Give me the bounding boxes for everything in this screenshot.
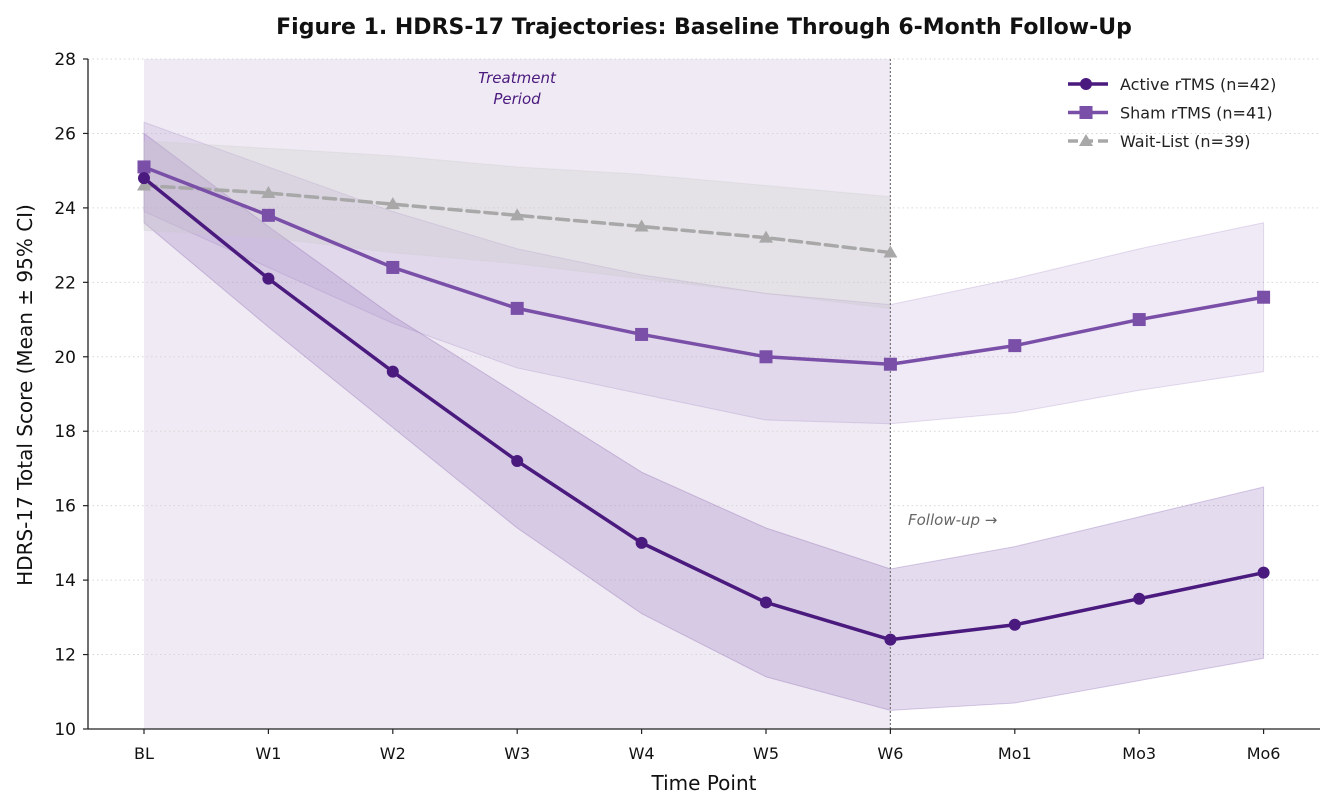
data-point bbox=[883, 245, 898, 258]
x-tick-label: Mo3 bbox=[1122, 744, 1156, 763]
x-tick-label: W3 bbox=[504, 744, 530, 763]
x-axis-label: Time Point bbox=[651, 771, 757, 795]
data-point bbox=[1008, 618, 1021, 631]
x-tick-label: W5 bbox=[753, 744, 779, 763]
x-tick-label: Mo1 bbox=[998, 744, 1032, 763]
data-point bbox=[760, 596, 772, 609]
data-point bbox=[883, 357, 897, 371]
data-point bbox=[1133, 592, 1146, 605]
data-point bbox=[386, 365, 399, 378]
ci-band-1 bbox=[143, 121, 1265, 425]
y-tick-label: 22 bbox=[54, 273, 76, 293]
data-point bbox=[511, 455, 524, 467]
data-point bbox=[261, 186, 276, 198]
data-point bbox=[510, 208, 525, 221]
plot-area: 10 12 14 16 18 20 22 24 26 28 BL W1 W2 W3 W4 W5 W6 Mo1 Mo3… bbox=[54, 50, 1320, 763]
data-point bbox=[1132, 313, 1146, 327]
y-tick-label: 20 bbox=[54, 348, 76, 368]
series-line-1 bbox=[142, 165, 1266, 366]
legend: Active rTMS (n=42) Sham rTMS (n=41) Wait-L… bbox=[1068, 75, 1276, 151]
legend-label: Sham rTMS (n=41) bbox=[1120, 104, 1273, 123]
data-point bbox=[262, 272, 275, 285]
data-point bbox=[1008, 339, 1022, 353]
legend-marker bbox=[1079, 134, 1093, 146]
treatment-period-region bbox=[144, 59, 891, 729]
x-tick-label: W2 bbox=[380, 744, 406, 763]
y-tick-label: 18 bbox=[54, 422, 76, 442]
data-point bbox=[385, 197, 400, 210]
data-point bbox=[261, 208, 275, 222]
data-point bbox=[635, 536, 648, 549]
x-tick-label: W4 bbox=[629, 744, 655, 763]
data-point bbox=[884, 633, 897, 646]
data-point bbox=[759, 350, 773, 364]
y-tick-label: 26 bbox=[54, 124, 76, 144]
y-tick-label: 16 bbox=[54, 497, 76, 517]
data-point bbox=[759, 230, 773, 243]
y-tick-label: 12 bbox=[54, 646, 76, 666]
data-point bbox=[138, 172, 150, 185]
data-point bbox=[634, 219, 649, 232]
follow-up-annotation: Follow-up → bbox=[908, 511, 997, 529]
x-tick-label: BL bbox=[134, 744, 154, 763]
data-point bbox=[137, 178, 151, 191]
legend-marker bbox=[1080, 78, 1092, 90]
y-tick-label: 28 bbox=[54, 50, 76, 70]
legend-marker bbox=[1079, 106, 1093, 119]
y-tick-label: 24 bbox=[54, 199, 76, 219]
data-point bbox=[635, 327, 649, 341]
ci-band-0 bbox=[143, 132, 1265, 711]
series-line-0 bbox=[142, 176, 1266, 642]
x-tick-label: W6 bbox=[877, 744, 903, 763]
y-tick-label: 14 bbox=[54, 571, 76, 591]
chart-title: Figure 1. HDRS-17 Trajectories: Baseline… bbox=[276, 15, 1132, 40]
x-tick-label: Mo6 bbox=[1247, 744, 1281, 763]
data-point bbox=[1257, 290, 1271, 304]
y-axis-label: HDRS-17 Total Score (Mean ± 95% CI) bbox=[13, 204, 37, 586]
data-point bbox=[510, 301, 524, 315]
data-point bbox=[137, 160, 151, 174]
x-tick-label: W1 bbox=[255, 744, 281, 763]
data-point bbox=[1257, 566, 1270, 579]
data-point bbox=[386, 260, 400, 274]
legend-label: Active rTMS (n=42) bbox=[1120, 75, 1276, 94]
legend-label: Wait-List (n=39) bbox=[1120, 132, 1251, 151]
treatment-period-annotation: Treatment Period bbox=[478, 69, 557, 108]
y-tick-label: 10 bbox=[54, 720, 76, 740]
